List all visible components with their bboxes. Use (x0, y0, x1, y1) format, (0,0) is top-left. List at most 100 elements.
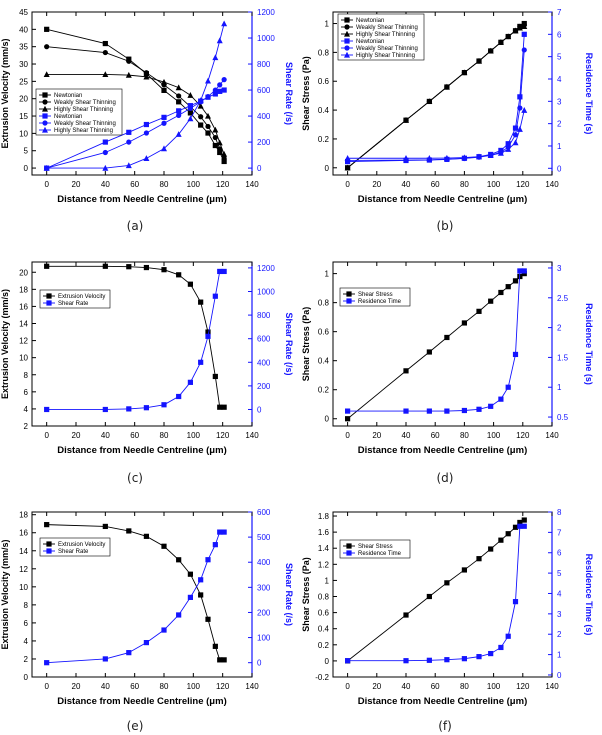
x-axis-label: Distance from Needle Centreline (μm) (358, 445, 527, 456)
data-point (161, 87, 167, 93)
data-point (187, 571, 193, 577)
y-tick-label-right: 0 (557, 164, 562, 173)
y-tick-label-right: 4 (557, 75, 562, 84)
y-tick-label-right: 1000 (257, 287, 275, 296)
y-tick-label-left: 2 (24, 422, 29, 431)
data-point (444, 408, 450, 414)
data-point (212, 126, 219, 133)
data-point (488, 403, 494, 409)
data-point (205, 333, 211, 339)
legend-label: Shear Rate (58, 301, 89, 307)
data-point (212, 643, 218, 649)
y-tick-label-left: 0.4 (318, 357, 330, 366)
data-point (143, 70, 149, 76)
y-tick-label-right: 0 (257, 405, 262, 414)
y-tick-label-right: 200 (257, 138, 271, 147)
legend-marker (344, 17, 350, 23)
y-tick-label-left: 40 (19, 25, 28, 34)
data-point (198, 114, 204, 120)
x-tick-label: 60 (130, 180, 139, 189)
y-tick-label-right: 500 (257, 533, 271, 542)
x-tick-label: 20 (72, 180, 81, 189)
data-point (516, 126, 523, 132)
x-axis-label: Distance from Needle Centreline (μm) (57, 194, 226, 205)
data-point (198, 592, 204, 598)
data-point (143, 405, 149, 411)
data-point (126, 58, 132, 64)
data-point (143, 533, 149, 539)
data-point (444, 334, 450, 341)
legend-label: Weakly Shear Thinning (54, 121, 116, 127)
data-point (403, 155, 409, 161)
data-point (161, 402, 167, 408)
legend-label: Highly Shear Thinning (356, 53, 415, 59)
data-point (176, 108, 182, 114)
legend-marker (46, 548, 52, 554)
x-tick-label: 60 (130, 682, 139, 691)
data-point (216, 139, 223, 146)
data-point (126, 139, 132, 145)
data-point (426, 408, 432, 414)
x-tick-label: 0 (345, 180, 350, 189)
x-tick-label: 40 (402, 431, 411, 440)
data-point (44, 44, 50, 50)
legend-box (339, 287, 411, 307)
y-tick-label-left: 2 (24, 655, 29, 664)
data-point (512, 351, 519, 358)
series-line (347, 49, 525, 161)
data-point (197, 97, 204, 104)
data-point (217, 146, 223, 152)
y-tick-label-left: 10 (19, 129, 28, 138)
data-point (143, 155, 150, 161)
legend-marker (344, 30, 350, 37)
data-point (205, 329, 211, 335)
legend-label: Newtonian (356, 18, 384, 24)
y-tick-label-left: 15 (19, 112, 28, 121)
y-axis-label-left: Shear Stress (Pa) (301, 557, 311, 632)
data-point (426, 657, 432, 663)
data-point (505, 141, 511, 147)
legend-label: Weakly Shear Thinning (54, 100, 116, 106)
y-tick-label-right: 600 (257, 86, 271, 95)
y-tick-label-right: 7 (557, 8, 562, 17)
data-point (187, 103, 193, 109)
x-tick-label: 60 (431, 682, 440, 691)
data-point (488, 650, 494, 657)
data-point (461, 320, 467, 326)
data-point (187, 92, 194, 98)
y-axis-label-left: Shear Stress (Pa) (301, 56, 311, 131)
series-line (347, 525, 525, 662)
data-point (487, 47, 494, 54)
data-point (521, 271, 527, 277)
x-tick-label: 140 (245, 431, 259, 440)
data-point (187, 115, 194, 122)
y-tick-label-left: 8 (24, 601, 29, 610)
data-point (44, 406, 50, 413)
data-point (125, 162, 132, 169)
y-tick-label-left: 16 (19, 302, 28, 311)
y-tick-label-left: 1 (325, 20, 330, 29)
x-axis-label: Distance from Needle Centreline (μm) (358, 194, 527, 205)
legend-marker (42, 120, 48, 126)
data-point (512, 139, 519, 146)
plot-frame (31, 511, 253, 678)
data-point (143, 73, 150, 80)
y-tick-label-right: 0 (257, 659, 262, 668)
data-point (476, 308, 482, 314)
data-point (505, 146, 512, 152)
data-point (205, 130, 211, 136)
x-tick-label: 80 (160, 180, 169, 189)
x-tick-label: 20 (372, 682, 381, 691)
legend-box (39, 537, 111, 557)
y-tick-label-right: 5 (557, 53, 562, 62)
data-point (403, 408, 409, 414)
y-axis-label-left: Extrusion Velocity (mm/s) (0, 289, 10, 399)
data-point (161, 627, 167, 633)
data-point (143, 264, 149, 271)
x-tick-label: 140 (545, 180, 559, 189)
x-tick-label: 100 (187, 682, 201, 691)
legend-marker (42, 105, 48, 112)
data-point (161, 543, 167, 549)
